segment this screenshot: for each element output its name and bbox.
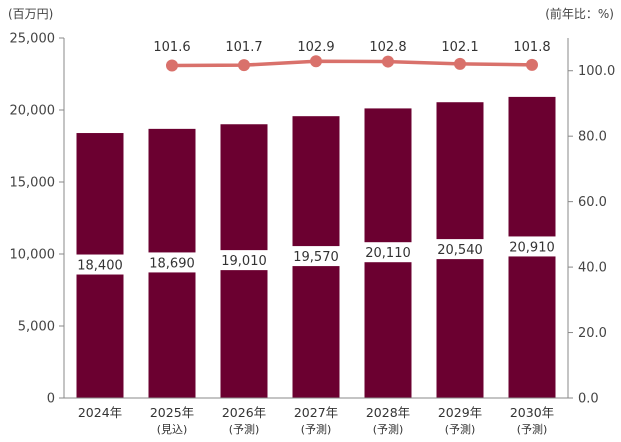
category-note: (予測): [373, 422, 404, 436]
bar-value-label: 20,540: [437, 243, 483, 258]
line-value-label: 101.8: [513, 40, 550, 55]
left-axis-unit: (百万円): [8, 7, 53, 21]
right-tick-label: 40.0: [578, 261, 607, 276]
left-tick-label: 20,000: [10, 104, 56, 119]
bar-value-labels: 18,400 18,690 19,010 19,570 20,110 20,540 20,9…: [74, 236, 558, 275]
bar-label-bg: [506, 236, 558, 257]
bar-value-label: 19,570: [293, 250, 339, 265]
line-point: [382, 55, 394, 68]
bar-value-label: 18,400: [77, 259, 123, 274]
right-tick-label: 60.0: [578, 195, 607, 210]
bar-label-bg: [290, 246, 342, 267]
bar-label-bg: [362, 242, 414, 263]
category-note: (予測): [445, 422, 476, 436]
left-axis: 0 5,000 10,000 15,000 20,000 25,000: [10, 32, 64, 407]
right-tick-label: 20.0: [578, 326, 607, 341]
bar-value-label: 18,690: [149, 256, 195, 271]
category-note: (予測): [301, 422, 332, 436]
category-note: (予測): [517, 422, 548, 436]
category-label: 2029年: [438, 405, 482, 420]
line-point: [238, 59, 250, 72]
right-tick-label: 0.0: [578, 392, 599, 407]
line-value-label: 102.9: [297, 40, 334, 55]
line-value-label: 102.8: [369, 40, 406, 55]
bar-value-label: 20,910: [509, 240, 555, 255]
right-tick-label: 80.0: [578, 130, 607, 145]
category-label: 2025年: [150, 405, 194, 420]
line-path: [171, 59, 533, 68]
category-label: 2026年: [222, 405, 266, 420]
bar-label-bg: [146, 252, 198, 273]
left-tick-label: 5,000: [18, 320, 55, 335]
line-point: [310, 55, 322, 68]
line-point: [166, 59, 178, 72]
right-axis-unit: (前年比：%): [545, 6, 614, 21]
bar-label-bg: [74, 254, 126, 275]
line-value-label: 101.6: [153, 40, 190, 55]
category-label: 2027年: [294, 405, 338, 420]
category-note: (見込): [157, 423, 188, 436]
line-value-label: 102.1: [441, 40, 478, 55]
bar-value-label: 20,110: [365, 246, 411, 261]
category-label: 2030年: [510, 405, 554, 420]
left-tick-label: 15,000: [10, 176, 56, 191]
x-axis: 2024年 2025年 (見込) 2026年 (予測) 2027年 (予測) 2028年 (予測…: [78, 405, 554, 436]
line-value-label: 101.7: [225, 40, 262, 55]
left-tick-label: 25,000: [10, 32, 56, 47]
line-point: [526, 58, 538, 71]
right-tick-label: 100.0: [578, 64, 615, 79]
bar-label-bg: [434, 239, 486, 260]
category-label: 2028年: [366, 405, 410, 420]
left-tick-label: 10,000: [10, 248, 56, 263]
line-value-labels: 101.6 101.7 102.9 102.8 102.1 101.8: [153, 40, 550, 55]
bar-label-bg: [218, 250, 270, 271]
left-tick-label: 0: [47, 392, 55, 407]
right-axis: 0.0 20.0 40.0 60.0 80.0 100.0: [568, 64, 615, 407]
category-note: (予測): [229, 422, 260, 436]
line-point: [454, 57, 466, 70]
line-series: [166, 55, 538, 72]
bar-value-label: 19,010: [221, 254, 267, 269]
category-label: 2024年: [78, 405, 122, 420]
